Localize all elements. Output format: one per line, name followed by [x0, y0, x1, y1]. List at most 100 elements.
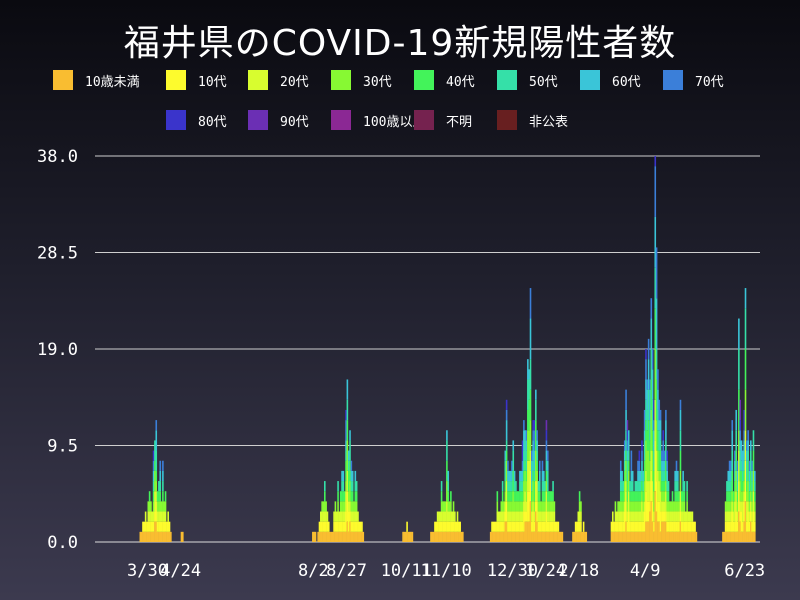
bar-segment	[678, 491, 680, 502]
bar-segment	[730, 501, 732, 512]
bar-segment	[346, 470, 349, 492]
x-tick-label: 3/30	[127, 561, 168, 581]
bar-segment	[642, 491, 645, 502]
legend-swatch	[331, 110, 351, 130]
bar-segment	[349, 430, 351, 441]
bar-segment	[747, 430, 749, 441]
bar-segment	[513, 531, 516, 542]
bar-segment	[452, 521, 455, 532]
bar-segment	[454, 531, 456, 542]
bar-segment	[162, 531, 164, 542]
bar-segment	[642, 521, 645, 532]
bar-segment	[742, 521, 744, 532]
bar-segment	[649, 511, 651, 542]
bar-segment	[548, 511, 550, 522]
bar-segment	[736, 521, 739, 532]
bar-segment	[736, 531, 739, 542]
bar-segment	[545, 430, 548, 441]
bar-segment	[730, 531, 732, 542]
bar-segment	[577, 531, 580, 542]
bar-segment	[447, 491, 450, 502]
bar-segment	[629, 531, 631, 542]
bar-segment	[167, 521, 169, 532]
bar-segment	[152, 511, 155, 522]
bar-segment	[164, 491, 167, 502]
bar-segment	[654, 156, 657, 167]
bar-segment	[163, 521, 166, 532]
legend-item: 不明	[414, 110, 472, 130]
bar-segment	[739, 470, 742, 482]
bar-segment	[511, 481, 513, 492]
bar-segment	[647, 450, 650, 482]
bar-segment	[531, 511, 533, 522]
bar-segment	[496, 531, 499, 542]
bar-segment	[444, 511, 447, 522]
bar-segment	[541, 521, 544, 532]
bar-segment	[342, 521, 345, 532]
bar-segment	[666, 531, 669, 542]
bar-segment	[341, 511, 343, 522]
bar-segment	[525, 450, 528, 471]
bar-segment	[633, 491, 635, 502]
bar-segment	[549, 531, 552, 542]
bar-segment	[342, 531, 345, 542]
bar-segment	[535, 450, 537, 482]
bar-segment	[524, 511, 527, 522]
bar-segment	[450, 501, 452, 512]
bar-segment	[353, 521, 355, 532]
bar-segment	[346, 420, 349, 441]
bar-segment	[430, 531, 432, 542]
bar-segment	[655, 298, 658, 349]
bar-segment	[744, 389, 747, 431]
bar-segment	[650, 501, 653, 542]
bar-segment	[657, 470, 659, 502]
bar-segment	[540, 521, 542, 532]
bar-segment	[728, 511, 731, 522]
bar-segment	[655, 247, 658, 299]
bar-segment	[748, 531, 751, 542]
bar-segment	[326, 521, 329, 532]
bar-segment	[544, 511, 546, 522]
bar-segment	[727, 521, 730, 532]
bar-segment	[146, 531, 148, 542]
bar-segment	[447, 531, 450, 542]
bar-segment	[155, 501, 158, 522]
bar-segment	[754, 511, 756, 522]
bar-segment	[516, 511, 519, 522]
bar-segment	[665, 481, 667, 492]
bar-segment	[507, 470, 509, 482]
x-tick-label: 6/23	[724, 561, 765, 581]
bar-segment	[531, 460, 533, 482]
bar-segment	[686, 521, 688, 532]
bar-segment	[545, 470, 548, 482]
bar-segment	[330, 531, 333, 542]
bar-segment	[659, 491, 662, 512]
bar-segment	[732, 491, 735, 502]
bar-segment	[618, 521, 621, 532]
bar-segment	[447, 470, 450, 482]
bar-segment	[521, 521, 524, 532]
bar-segment	[527, 430, 529, 461]
bar-segment	[531, 531, 533, 542]
bar-segment	[546, 521, 549, 532]
bar-segment	[521, 531, 524, 542]
bar-segment	[505, 409, 508, 421]
bar-segment	[150, 501, 152, 512]
bar-segment	[557, 521, 560, 532]
bar-segment	[682, 470, 684, 482]
bar-segment	[677, 481, 679, 492]
bar-segment	[354, 491, 357, 502]
bar-segment	[501, 511, 504, 522]
bar-segment	[548, 531, 550, 542]
bar-segment	[727, 531, 730, 542]
bar-segment	[742, 491, 744, 502]
bar-segment	[623, 501, 626, 512]
bar-segment	[746, 521, 748, 532]
bar-segment	[536, 470, 538, 482]
bar-segment	[666, 450, 669, 461]
bar-segment	[322, 511, 325, 522]
legend-label: 40代	[446, 74, 475, 90]
bar-segment	[516, 521, 519, 532]
bar-segment	[671, 521, 674, 532]
bar-segment	[625, 460, 627, 482]
